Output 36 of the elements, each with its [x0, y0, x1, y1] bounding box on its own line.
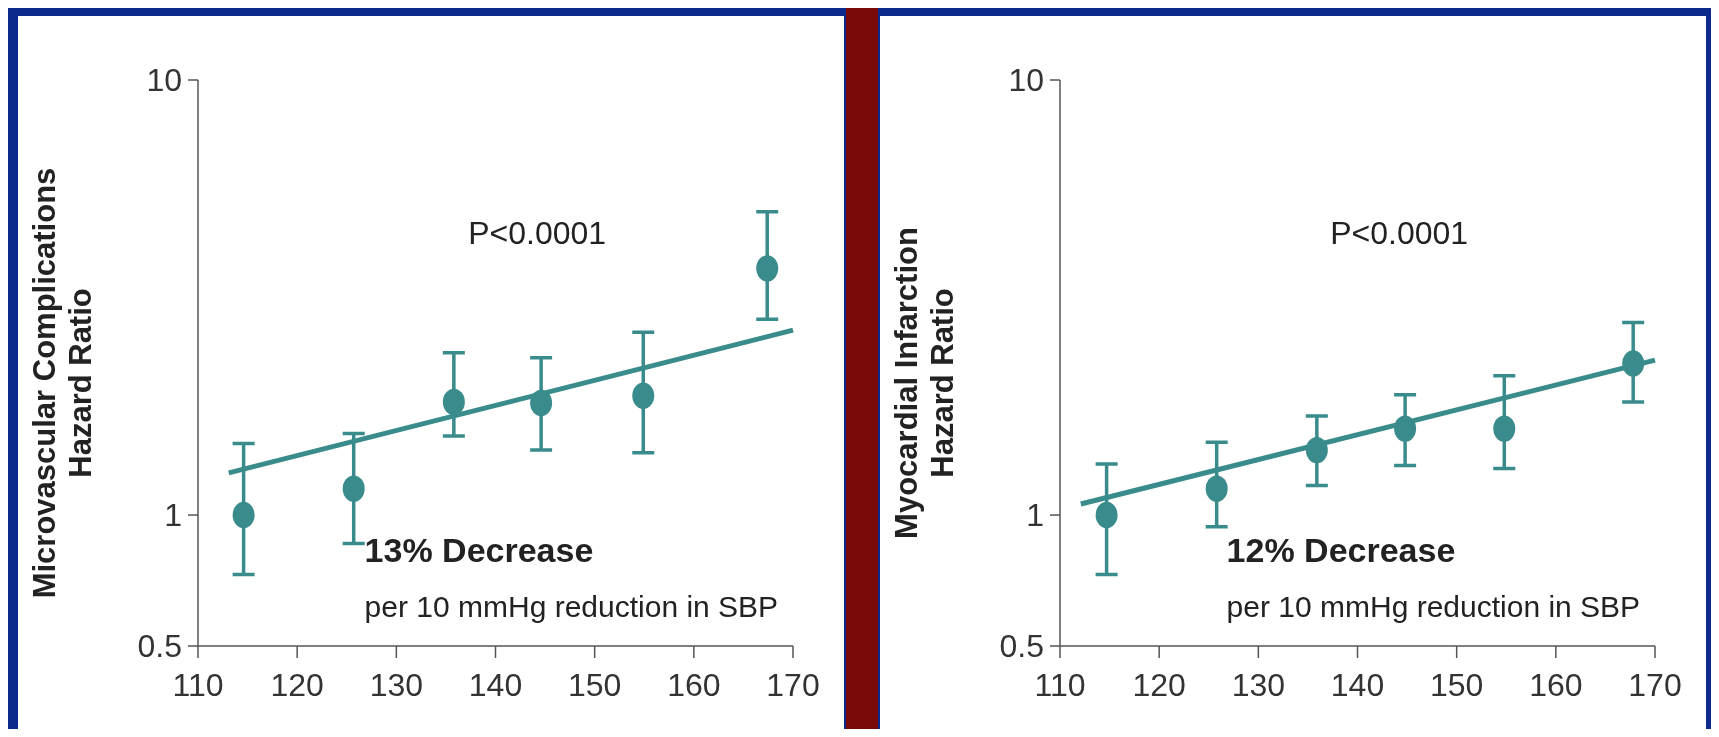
point: [232, 501, 255, 529]
annotation: P<0.0001: [468, 215, 607, 252]
point: [632, 382, 655, 409]
annotation: P<0.0001: [1330, 215, 1469, 252]
y-axis-title: Myocardial Infarction Hazard Ratio: [889, 227, 960, 539]
point: [342, 475, 365, 502]
y-tick-label: 10: [146, 62, 182, 99]
annotation: 12% Decrease: [1226, 530, 1456, 569]
point: [1095, 501, 1118, 529]
y-tick-label: 1: [1026, 497, 1044, 534]
x-tick-label: 140: [1330, 667, 1385, 703]
x-tick-label: 170: [1628, 667, 1682, 703]
y-tick-label: 1: [164, 497, 182, 534]
annotation: 13% Decrease: [364, 530, 594, 569]
annotation: per 10 mmHg reduction in SBP: [364, 589, 779, 623]
point: [442, 388, 465, 416]
x-tick-label: 130: [1231, 667, 1286, 703]
x-tick-label: 120: [270, 667, 324, 703]
x-tick-label: 140: [468, 667, 523, 703]
y-tick-label: 0.5: [999, 628, 1044, 665]
x-tick-label: 150: [567, 667, 622, 703]
x-tick-label: 120: [1132, 667, 1186, 703]
annotation: per 10 mmHg reduction in SBP: [1226, 589, 1641, 623]
x-tick-label: 110: [1034, 667, 1086, 703]
point: [1205, 475, 1228, 502]
x-tick-label: 170: [766, 667, 820, 703]
x-tick-label: 160: [1529, 667, 1583, 703]
point: [1493, 415, 1516, 442]
x-tick-label: 160: [667, 667, 721, 703]
point: [756, 255, 779, 282]
y-tick-label: 0.5: [137, 628, 182, 665]
y-axis-title: Microvascular Complications Hazard Ratio: [27, 167, 98, 599]
x-tick-label: 110: [172, 667, 224, 703]
y-tick-label: 10: [1008, 62, 1044, 99]
x-tick-label: 150: [1429, 667, 1484, 703]
x-tick-label: 130: [369, 667, 424, 703]
